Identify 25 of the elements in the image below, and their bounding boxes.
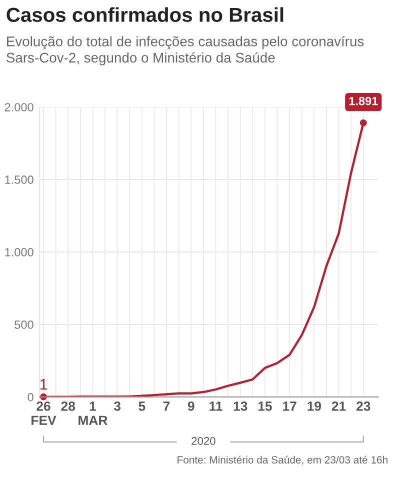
x-tick-label: 5 <box>138 402 146 411</box>
x-tick-label: 9 <box>188 401 194 411</box>
x-tick-label: 1 MAR <box>78 402 108 425</box>
y-tick-label: 0 <box>28 392 34 402</box>
x-tick-label: 3 <box>114 401 121 411</box>
x-tick-label: 19 <box>308 401 322 411</box>
data-label: 1.891 <box>349 96 378 106</box>
x-tick-label: 28 <box>61 401 76 411</box>
x-tick-label: 23 <box>356 401 370 411</box>
x-tick-label: 21 <box>332 401 346 411</box>
x-tick-label: 26 FEV <box>32 401 56 425</box>
x-tick-label: 15 <box>258 402 272 411</box>
x-tick-label: 7 <box>163 402 170 411</box>
y-tick-label: 1.000 <box>5 248 34 256</box>
y-tick-label: 1.500 <box>5 176 34 184</box>
source-note: Fonte: Ministério da Saúde, em 23/03 até 16h <box>178 456 388 465</box>
x-tick-label: 13 <box>234 401 248 411</box>
x-tick-label: 17 <box>283 402 296 411</box>
chart-subtitle: Evolução do total de infecções causadas pelo coronavírus Sars-Cov-2, segundo o Ministério da Saúde <box>6 36 364 66</box>
data-label: 1 <box>40 378 48 390</box>
y-tick-label: 500 <box>14 320 34 329</box>
x-tick-label: 11 <box>210 402 222 411</box>
x-axis-title: 2020 <box>192 437 216 445</box>
y-tick-label: 2.000 <box>4 103 34 112</box>
chart-title: Casos confirmados no Brasil <box>6 7 284 22</box>
